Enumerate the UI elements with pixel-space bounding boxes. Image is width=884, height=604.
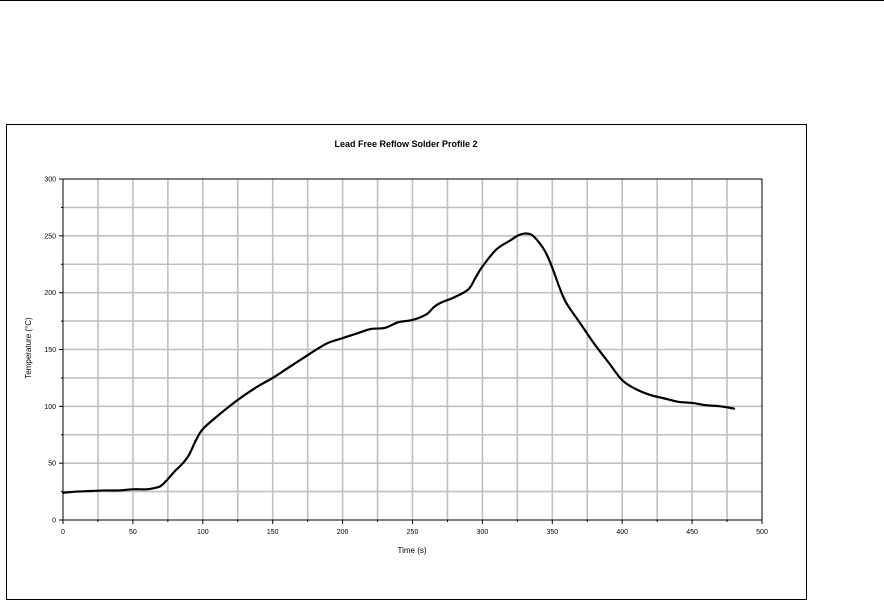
x-tick-label: 300	[477, 529, 489, 536]
y-tick-label: 200	[44, 290, 56, 297]
x-tick-label: 0	[61, 529, 65, 536]
chart-svg: 0 50 100 150 200 250 300 350 400 450 500 0 50 100 150 2…	[24, 139, 768, 555]
x-tick-label: 250	[407, 529, 419, 536]
ticks-layer	[59, 178, 763, 524]
y-tick-label: 0	[52, 518, 56, 525]
x-tick-label: 200	[337, 529, 349, 536]
y-tick-label: 150	[44, 347, 56, 354]
y-tick-label: 250	[44, 233, 56, 240]
x-axis-title: Time (s)	[397, 546, 426, 555]
x-tick-label: 150	[267, 529, 279, 536]
labels-layer: 0 50 100 150 200 250 300 350 400 450 500 0 50 100 150 2…	[44, 177, 768, 537]
x-tick-label: 350	[546, 529, 558, 536]
x-tick-label: 450	[686, 529, 698, 536]
y-tick-label: 50	[48, 461, 56, 468]
chart-frame: 0 50 100 150 200 250 300 350 400 450 500 0 50 100 150 2…	[6, 124, 807, 600]
grid-layer	[63, 179, 762, 520]
x-tick-label: 100	[197, 529, 209, 536]
top-rule	[0, 0, 884, 1]
x-tick-label: 500	[756, 529, 768, 536]
x-tick-label: 400	[616, 529, 628, 536]
y-tick-label: 100	[44, 404, 56, 411]
temperature-line	[61, 232, 736, 494]
x-tick-label: 50	[129, 529, 137, 536]
chart-title: Lead Free Reflow Solder Profile 2	[334, 139, 477, 149]
y-axis-title: Temperature (°C)	[24, 317, 33, 379]
y-tick-label: 300	[44, 177, 56, 184]
